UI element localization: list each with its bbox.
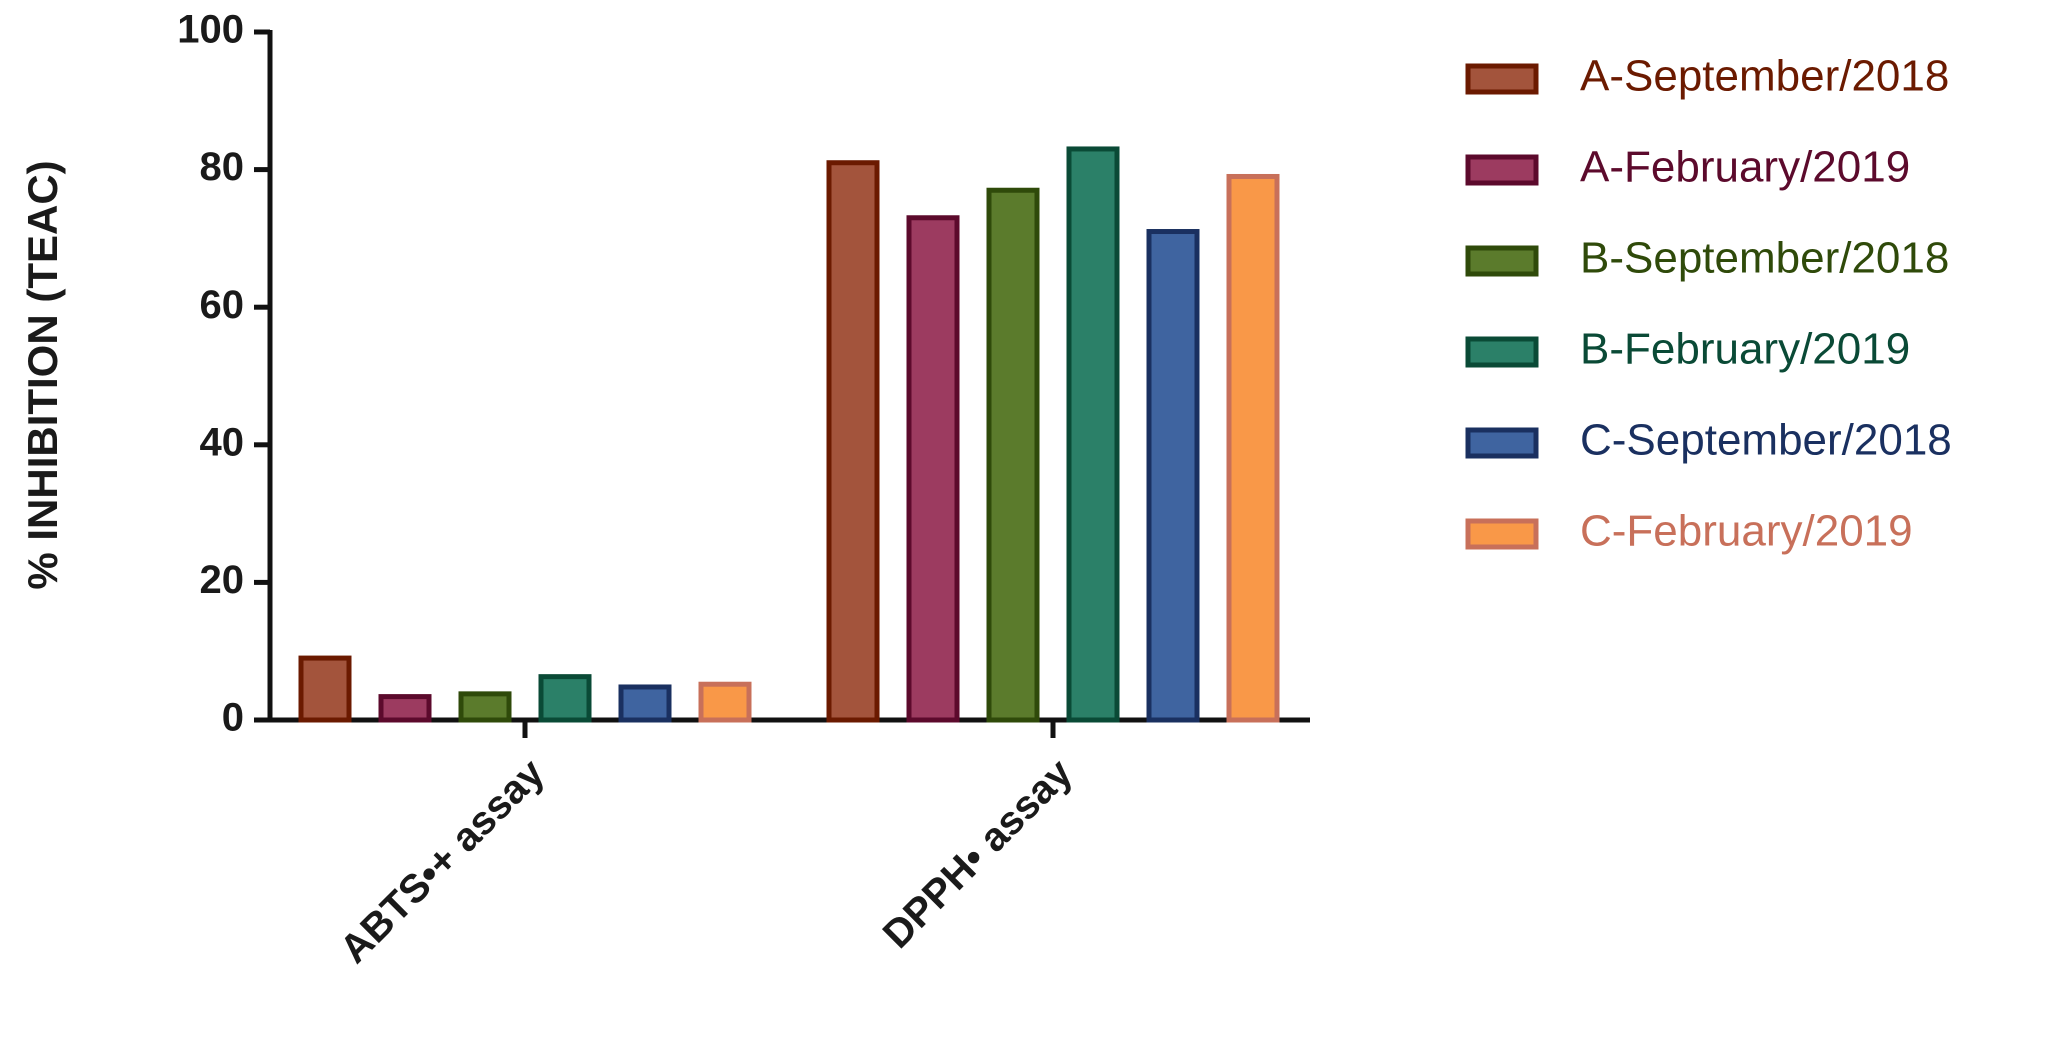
bar bbox=[698, 681, 752, 723]
bar bbox=[298, 655, 352, 723]
bar bbox=[538, 674, 592, 723]
legend-label: A-September/2018 bbox=[1580, 52, 1949, 101]
legend-label: A-February/2019 bbox=[1580, 143, 1910, 192]
bar bbox=[986, 187, 1040, 723]
bar bbox=[618, 684, 672, 723]
legend-swatch bbox=[1465, 518, 1539, 550]
legend-swatch bbox=[1465, 427, 1539, 459]
y-tick-label: 80 bbox=[200, 145, 245, 189]
legend-label: C-September/2018 bbox=[1580, 416, 1952, 465]
legend-label: C-February/2019 bbox=[1580, 507, 1913, 556]
y-tick-label: 0 bbox=[222, 696, 244, 740]
y-tick-label: 20 bbox=[200, 558, 245, 602]
legend-swatch bbox=[1465, 154, 1539, 186]
legend-label: B-February/2019 bbox=[1580, 325, 1910, 374]
legend-label: B-September/2018 bbox=[1580, 234, 1949, 283]
bar bbox=[1146, 229, 1200, 723]
bar bbox=[1226, 173, 1280, 723]
y-tick-label: 40 bbox=[200, 420, 245, 464]
y-tick-label: 100 bbox=[177, 8, 244, 52]
bar bbox=[458, 691, 512, 723]
legend-swatch bbox=[1465, 63, 1539, 95]
y-tick-label: 60 bbox=[200, 283, 245, 327]
x-tick-label: DPPH• assay bbox=[875, 750, 1082, 957]
x-tick-label: ABTS•+ assay bbox=[332, 750, 554, 972]
legend-swatch bbox=[1465, 336, 1539, 368]
bar bbox=[906, 215, 960, 723]
legend-swatch bbox=[1465, 245, 1539, 277]
y-axis-title: % INHIBITION (TEAC) bbox=[19, 160, 66, 589]
bar bbox=[378, 694, 432, 723]
bar bbox=[826, 160, 880, 723]
bar bbox=[1066, 146, 1120, 723]
